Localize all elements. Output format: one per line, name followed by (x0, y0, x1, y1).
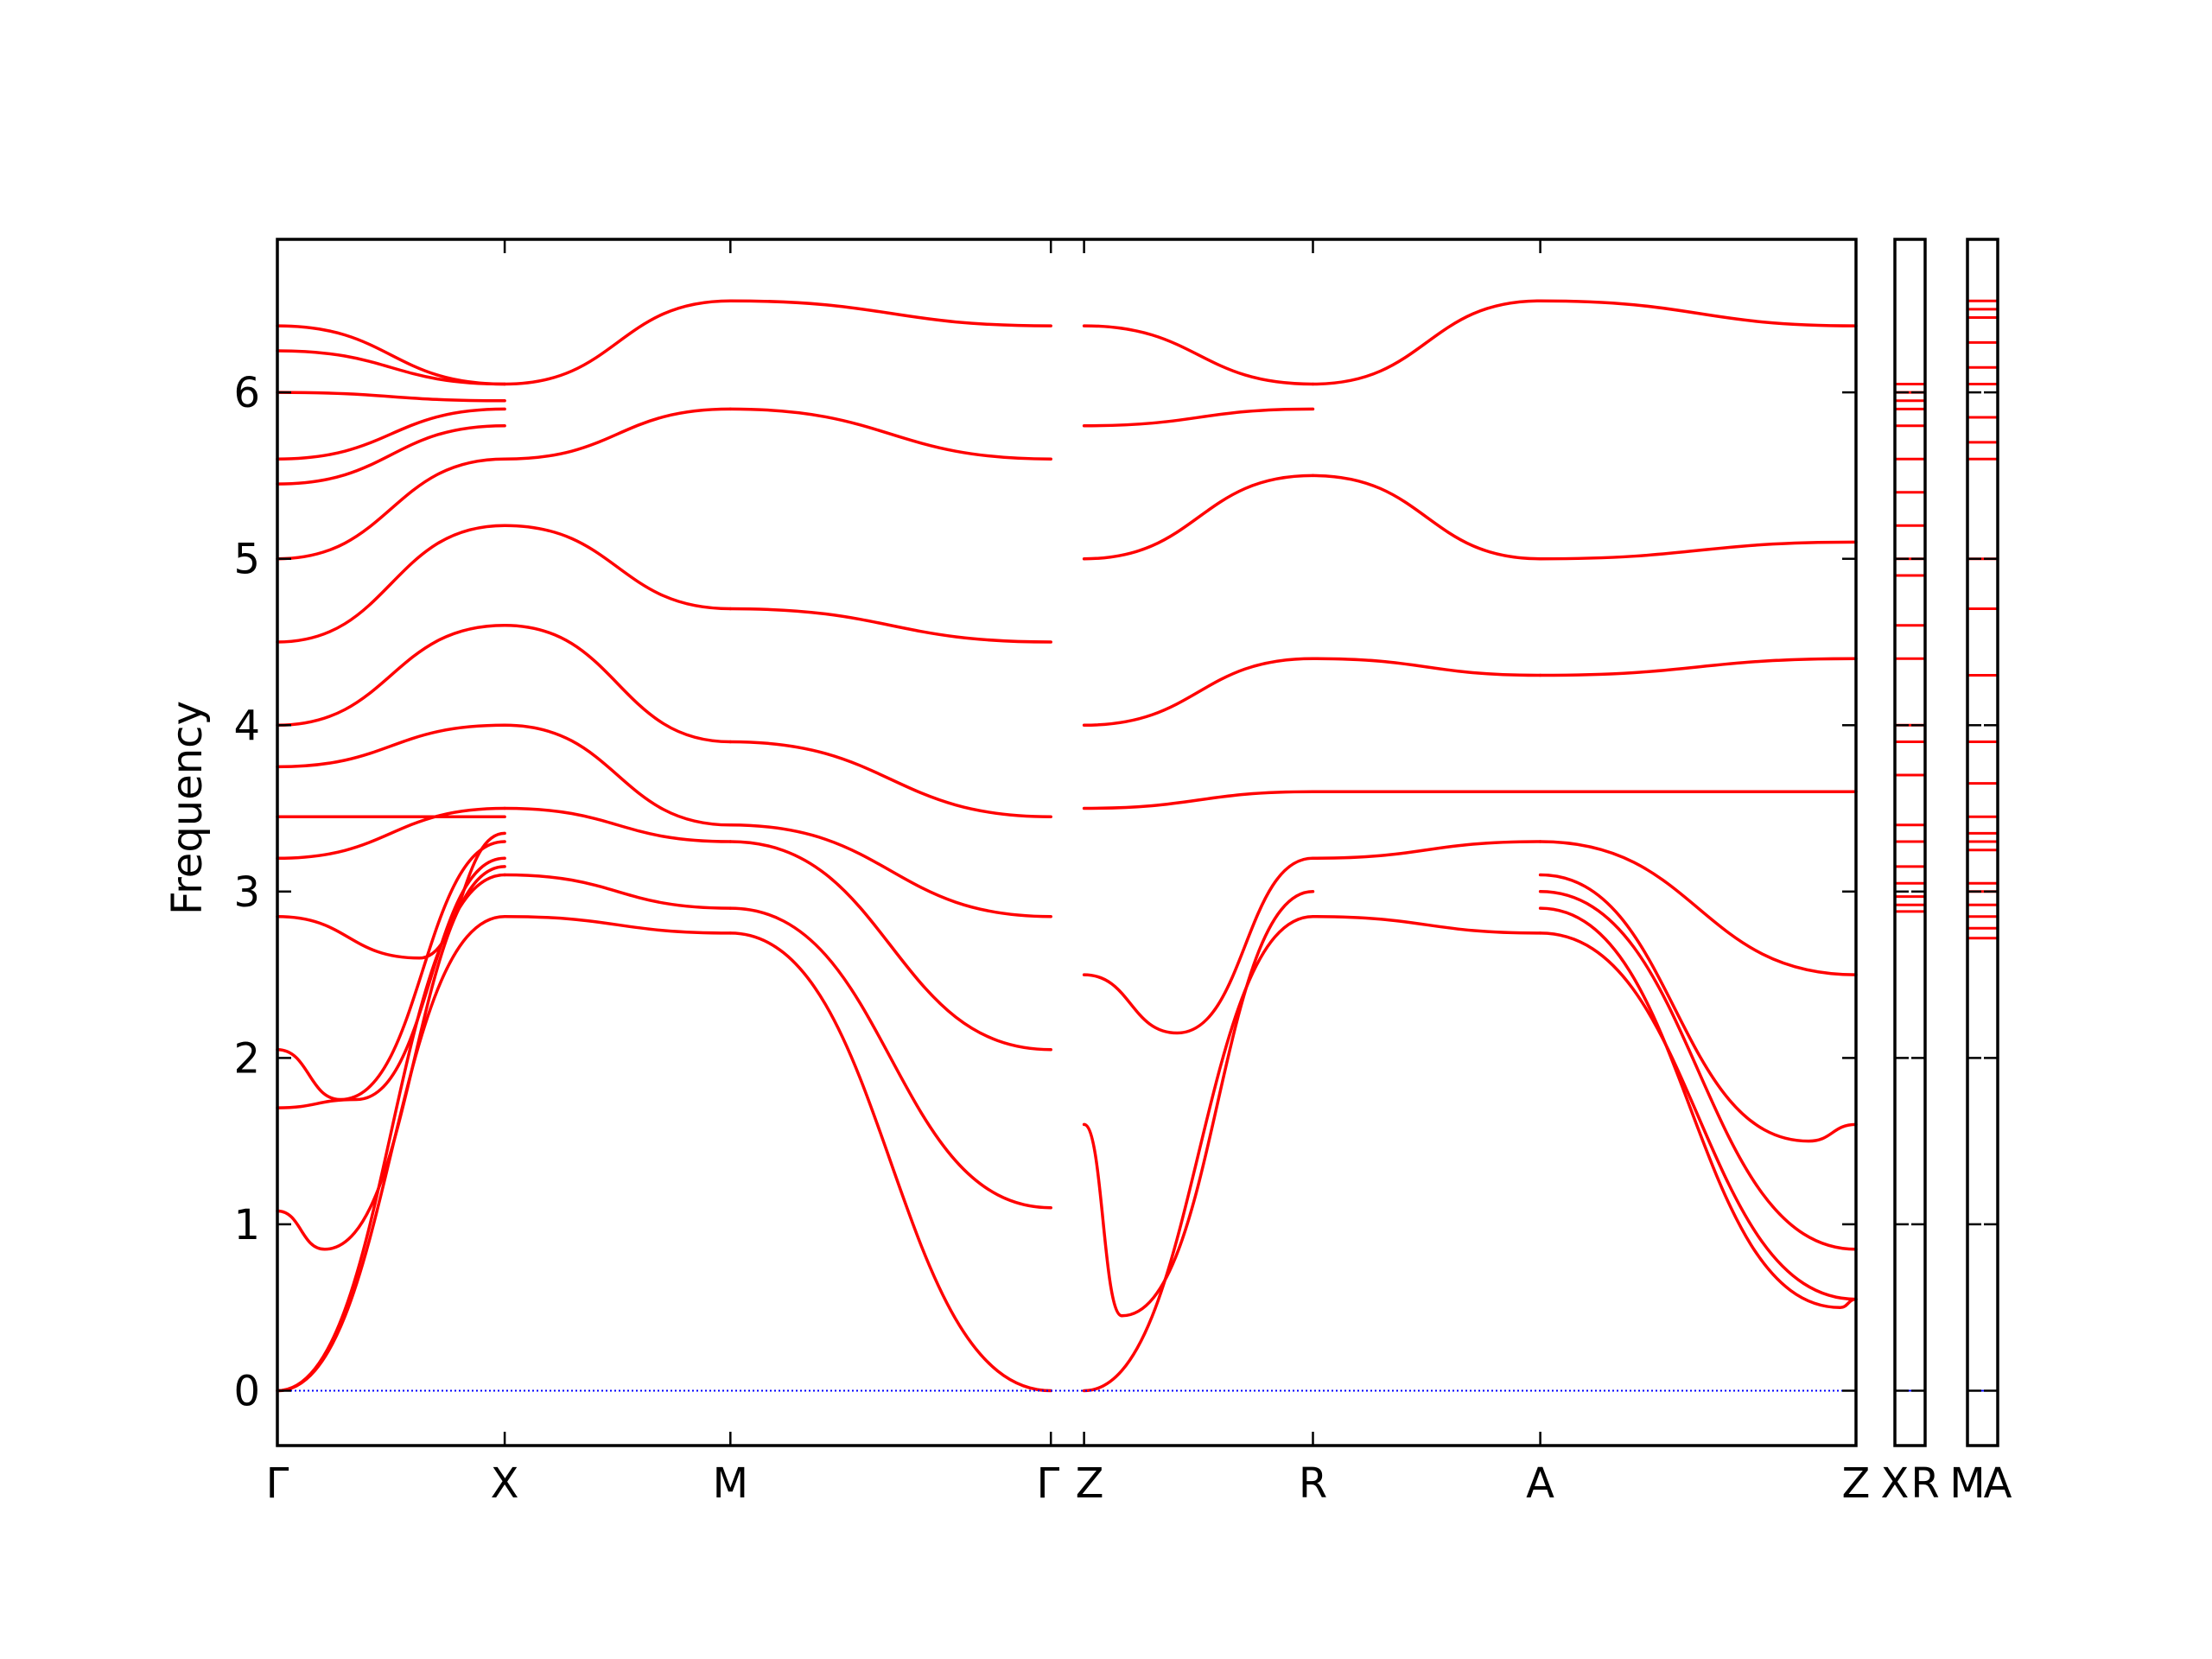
band-line-M-25 (728, 931, 1052, 1393)
xtick-label-X-1: X (491, 1459, 519, 1508)
xtick-label-A-6: A (1526, 1459, 1554, 1508)
band-line-RA-46 (1311, 299, 1542, 386)
band-line-X-8 (276, 723, 506, 769)
band-line-RA-45 (1311, 474, 1542, 561)
band-line-AZ-54 (1538, 540, 1858, 561)
band-line-M-27 (728, 840, 1052, 1052)
band-line-X-4 (276, 840, 506, 1102)
band-line-AZ-51 (1538, 840, 1858, 976)
band-line-AZ-53 (1538, 657, 1858, 677)
band-line-M-30 (728, 607, 1052, 644)
ytick-label-3: 3 (233, 868, 260, 917)
band-line-XM-17 (503, 914, 733, 935)
band-line-X-13 (276, 407, 506, 461)
band-line-ZR-39 (1082, 407, 1315, 428)
ytick-label-1: 1 (233, 1201, 260, 1249)
xtick-label-ma-A: A (1984, 1459, 2012, 1508)
band-line-AZ-47 (1538, 931, 1858, 1301)
band-line-X-3 (276, 856, 506, 1109)
band-line-XM-18 (503, 873, 733, 910)
ytick-label-0: 0 (233, 1368, 260, 1416)
ytick-label-5: 5 (233, 536, 260, 584)
ytick-label-2: 2 (233, 1034, 260, 1083)
xtick-label-Z-4: Z (1076, 1459, 1104, 1508)
band-line-AZ-49 (1538, 890, 1858, 1251)
band-line-M-32 (728, 299, 1052, 327)
band-line-X-11 (276, 457, 506, 561)
band-line-RA-41 (1311, 914, 1542, 935)
ytick-label-4: 4 (233, 702, 260, 750)
y-axis-label: Frequency (163, 701, 212, 915)
band-line-ZR-34 (1082, 890, 1315, 1318)
band-line-X-1 (276, 873, 506, 1393)
band-line-ZR-33 (1082, 914, 1315, 1393)
band-line-M-29 (728, 740, 1052, 818)
xtick-label-M-2: M (713, 1459, 748, 1508)
xtick-label-Γ-3: Γ (1036, 1459, 1059, 1508)
band-line-XM-24 (503, 299, 733, 386)
band-line-X-12 (276, 423, 506, 486)
band-line-XM-23 (503, 407, 733, 461)
band-line-X-5 (276, 831, 506, 960)
band-line-X-10 (276, 524, 506, 644)
band-line-RA-44 (1311, 657, 1542, 677)
band-line-ZR-36 (1082, 790, 1315, 810)
xtick-label-ma-M: M (1949, 1459, 1985, 1508)
band-line-ZR-37 (1082, 657, 1315, 728)
xtick-label-R-5: R (1299, 1459, 1327, 1508)
band-line-XM-19 (503, 806, 733, 843)
bands-ma (1967, 299, 1998, 940)
plot-frame-main (276, 238, 1858, 1447)
band-line-XM-21 (503, 623, 733, 744)
bands-main (276, 299, 1858, 1393)
xtick-label-xr-X: X (1881, 1459, 1910, 1508)
xtick-label-Γ-0: Γ (266, 1459, 289, 1508)
band-line-XM-22 (503, 524, 733, 611)
band-line-AZ-55 (1538, 299, 1858, 327)
band-line-XM-20 (503, 723, 733, 827)
band-line-RA-42 (1311, 840, 1542, 861)
axes-frames (276, 238, 1999, 1447)
band-line-AZ-48 (1538, 906, 1858, 1309)
plot-frame-ma (1966, 238, 1999, 1447)
axis-ticks (276, 239, 1998, 1446)
band-line-M-31 (728, 407, 1052, 461)
ytick-label-6: 6 (233, 369, 260, 417)
bands-xr (1895, 383, 1925, 913)
band-line-AZ-50 (1538, 873, 1858, 1143)
band-line-ZR-40 (1082, 324, 1315, 386)
band-line-X-14 (276, 391, 506, 403)
plot-frame-xr (1893, 238, 1927, 1447)
band-line-X-16 (276, 324, 506, 386)
band-line-M-26 (728, 906, 1052, 1210)
band-line-X-6 (276, 806, 506, 861)
band-line-M-28 (728, 823, 1052, 918)
band-line-ZR-38 (1082, 474, 1315, 561)
xtick-label-xr-R: R (1910, 1459, 1939, 1508)
xtick-label-Z-7: Z (1842, 1459, 1871, 1508)
band-line-X-9 (276, 623, 506, 728)
band-line-ZR-35 (1082, 856, 1315, 1035)
